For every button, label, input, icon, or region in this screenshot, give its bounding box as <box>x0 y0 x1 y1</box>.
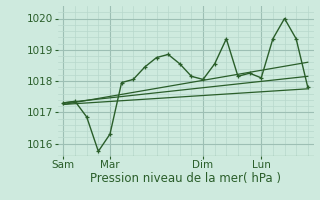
X-axis label: Pression niveau de la mer( hPa ): Pression niveau de la mer( hPa ) <box>90 172 281 185</box>
